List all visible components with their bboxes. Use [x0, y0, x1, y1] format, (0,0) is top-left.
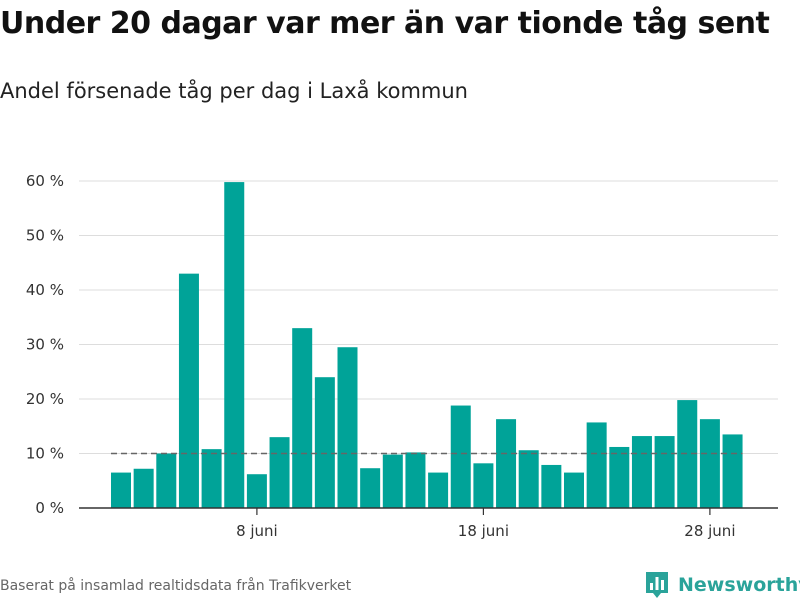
y-tick-label: 50 %	[26, 227, 64, 245]
y-tick-label: 60 %	[26, 172, 64, 190]
x-tick-label: 8 juni	[236, 522, 278, 540]
source-note: Baserat på insamlad realtidsdata från Tr…	[0, 578, 352, 594]
bar	[541, 464, 562, 508]
bar	[314, 377, 335, 508]
x-tick-label: 18 juni	[458, 522, 509, 540]
bar	[450, 405, 471, 508]
y-tick-label: 20 %	[26, 390, 64, 408]
bar	[201, 449, 222, 508]
brand-name: Newsworthy	[678, 574, 800, 596]
bar	[609, 446, 630, 508]
bar	[496, 419, 517, 508]
bar	[473, 463, 494, 508]
brand-logo[interactable]: Newsworthy	[644, 569, 800, 601]
bar	[224, 182, 245, 508]
y-tick-label: 40 %	[26, 281, 64, 299]
bar	[111, 472, 131, 508]
bar	[360, 468, 381, 508]
y-tick-label: 10 %	[26, 445, 64, 463]
y-tick-labels: 0 % 10 % 20 % 30 % 40 % 50 % 60 %	[26, 172, 64, 517]
y-tick-label: 30 %	[26, 336, 64, 354]
bar	[178, 273, 199, 508]
bar	[518, 450, 539, 508]
bars	[111, 182, 743, 508]
chart-subtitle: Andel försenade tåg per dag i Laxå kommu…	[0, 79, 468, 103]
y-tick-label: 0 %	[35, 499, 64, 517]
x-axis	[79, 507, 778, 515]
bar	[337, 347, 358, 508]
bar	[269, 437, 290, 508]
x-tick-label: 28 juni	[684, 522, 735, 540]
newsworthy-chart-icon	[646, 572, 668, 598]
bar	[405, 452, 426, 508]
bar	[133, 468, 154, 508]
chart-title: Under 20 dagar var mer än var tionde tåg…	[0, 6, 770, 41]
bar	[292, 328, 313, 508]
bar-chart: 0 % 10 % 20 % 30 % 40 % 50 % 60 % 8 juni 18 jun…	[26, 172, 778, 540]
bar	[382, 454, 403, 508]
bar	[654, 436, 675, 508]
bar	[564, 472, 584, 508]
x-tick-labels: 8 juni 18 juni 28 juni	[236, 522, 735, 540]
bar	[586, 422, 607, 508]
bar	[428, 472, 449, 508]
bar	[699, 419, 720, 508]
bar	[246, 474, 267, 508]
bar	[631, 436, 652, 508]
bar	[722, 434, 743, 508]
bar	[156, 453, 177, 508]
bar	[677, 400, 698, 508]
